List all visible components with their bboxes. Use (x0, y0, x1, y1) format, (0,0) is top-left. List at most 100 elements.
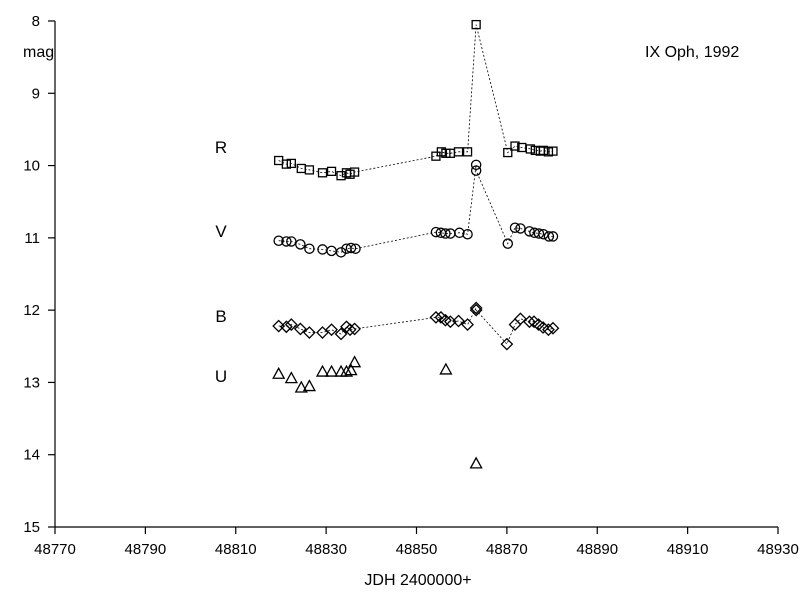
data-point-V (515, 223, 526, 234)
y-tick-label: 11 (24, 230, 40, 247)
data-point-V (533, 228, 545, 239)
data-point-R (548, 146, 558, 156)
data-point-B (469, 303, 483, 317)
data-point-V (462, 228, 473, 240)
data-point-B (279, 320, 293, 334)
data-point-U (469, 456, 483, 469)
data-point-V (502, 238, 514, 249)
y-axis-label: mag (23, 44, 54, 61)
data-point-R (304, 165, 315, 175)
data-point-B (284, 318, 298, 332)
data-point-V (470, 165, 482, 176)
data-point-V (295, 239, 306, 250)
data-point-U (344, 363, 358, 376)
x-tick-label: 48870 (486, 541, 528, 558)
data-point-U (324, 364, 339, 377)
data-point-B (302, 326, 316, 339)
data-point-U (347, 355, 362, 368)
data-point-R (503, 147, 513, 158)
data-point-V (440, 228, 451, 239)
data-point-R (525, 144, 536, 154)
data-point-B (343, 323, 357, 337)
data-point-V (509, 222, 521, 233)
series-line-V (278, 164, 553, 253)
data-point-B (348, 322, 362, 336)
series-label-R: R (215, 138, 227, 157)
data-point-V (454, 227, 465, 239)
data-point-V (345, 242, 357, 254)
chart-title: IX Oph, 1992 (645, 44, 739, 61)
x-axis-label: JDH 2400000+ (364, 572, 471, 589)
data-point-V (273, 235, 284, 246)
x-tick-label: 48830 (305, 541, 347, 558)
x-tick-label: 48810 (215, 541, 257, 558)
series-layer (272, 19, 560, 469)
data-point-R (281, 159, 292, 169)
series-V (273, 159, 559, 258)
y-tick-label: 9 (32, 85, 40, 102)
y-tick-label: 13 (23, 374, 40, 391)
data-point-V (335, 247, 347, 258)
data-point-B (523, 315, 536, 329)
data-point-B (469, 301, 483, 315)
data-point-B (334, 327, 348, 341)
data-point-B (272, 319, 286, 333)
data-point-B (546, 321, 560, 335)
data-point-V (286, 236, 297, 247)
y-tick-label: 8 (32, 13, 40, 30)
data-point-B (542, 323, 555, 337)
data-point-B (325, 323, 338, 337)
series-label-V: V (215, 222, 227, 241)
data-point-V (547, 231, 559, 242)
x-tick-label: 48790 (125, 541, 167, 558)
data-point-R (274, 155, 284, 166)
data-point-R (286, 158, 296, 169)
y-tick-label: 15 (23, 519, 40, 536)
data-point-U (294, 380, 308, 393)
data-point-R (326, 166, 337, 177)
data-point-U (302, 379, 317, 392)
data-point-U (339, 364, 354, 377)
data-point-R (471, 19, 481, 30)
data-point-R (462, 147, 473, 157)
data-point-B (429, 310, 443, 324)
series-label-U: U (215, 367, 227, 386)
data-point-B (316, 326, 329, 339)
series-R (274, 19, 558, 181)
data-point-B (514, 312, 527, 326)
data-point-V (281, 236, 292, 247)
data-point-U (439, 362, 453, 375)
data-point-B (452, 314, 465, 328)
x-tick-label: 48770 (34, 541, 76, 558)
x-tick-label: 48910 (667, 541, 709, 558)
data-point-V (326, 245, 337, 257)
x-tick-label: 48850 (396, 541, 438, 558)
data-point-R (453, 147, 464, 157)
y-axis-ticks: 8 9 10 11 12 13 14 15 (23, 13, 55, 536)
data-point-V (538, 228, 549, 240)
y-tick-label: 10 (23, 158, 40, 175)
data-point-V (470, 159, 482, 171)
data-point-R (538, 145, 549, 156)
data-point-B (461, 318, 474, 332)
series-label-B: B (215, 307, 226, 326)
series-U (272, 355, 483, 469)
data-point-V (304, 243, 315, 254)
data-point-R (317, 168, 328, 178)
data-point-V (524, 226, 535, 237)
data-point-B (500, 337, 514, 351)
x-tick-label: 48930 (757, 541, 799, 558)
data-point-R (510, 141, 520, 151)
data-point-U (315, 364, 330, 377)
x-axis-ticks: 48770 48790 48810 48830 48850 48870 48890 48910… (34, 527, 799, 558)
data-point-U (272, 366, 286, 379)
series-B (272, 301, 560, 351)
x-tick-label: 48890 (576, 541, 618, 558)
data-point-V (350, 243, 361, 254)
data-point-B (293, 322, 307, 336)
data-point-R (336, 171, 346, 181)
series-labels: R V B U (215, 138, 227, 386)
y-tick-label: 14 (23, 447, 40, 464)
data-point-R (349, 167, 360, 177)
